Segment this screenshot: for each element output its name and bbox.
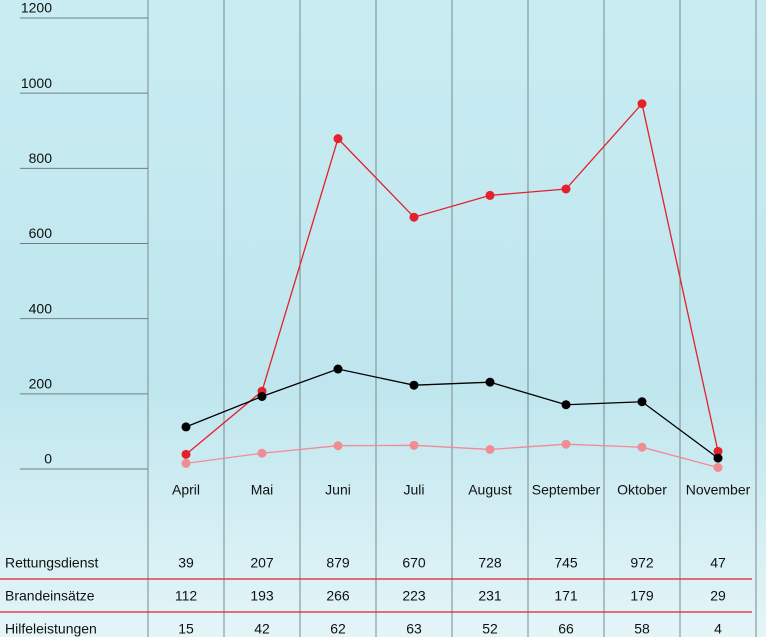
y-tick-label: 0 xyxy=(44,451,52,467)
table-cell: 745 xyxy=(554,555,578,571)
table-cell: 223 xyxy=(402,588,426,604)
table-cell: 879 xyxy=(326,555,350,571)
data-point xyxy=(410,441,419,450)
x-tick-label: September xyxy=(532,482,601,498)
table-cell: 42 xyxy=(254,621,270,637)
data-point xyxy=(562,185,571,194)
data-point xyxy=(334,134,343,143)
data-point xyxy=(182,422,191,431)
x-tick-label: Mai xyxy=(251,482,274,498)
y-tick-label: 400 xyxy=(29,300,53,316)
table-cell: 171 xyxy=(554,588,578,604)
table-cell: 4 xyxy=(714,621,722,637)
x-tick-label: April xyxy=(172,482,200,498)
table-cell: 207 xyxy=(250,555,274,571)
data-point xyxy=(714,454,723,463)
data-point xyxy=(182,450,191,459)
row-label: Hilfeleistungen xyxy=(5,621,97,637)
x-tick-label: November xyxy=(686,482,751,498)
data-point xyxy=(562,400,571,409)
x-tick-label: Juli xyxy=(403,482,424,498)
data-point xyxy=(410,213,419,222)
data-point xyxy=(486,191,495,200)
table-cell: 670 xyxy=(402,555,426,571)
y-tick-label: 600 xyxy=(29,225,53,241)
data-point xyxy=(334,441,343,450)
table-cell: 15 xyxy=(178,621,194,637)
table-cell: 29 xyxy=(710,588,726,604)
data-point xyxy=(486,378,495,387)
chart: 0 200 400 600 800 1000 1200 April Mai Juni Juli Aug… xyxy=(0,0,766,637)
data-point xyxy=(562,440,571,449)
data-point xyxy=(638,397,647,406)
data-point xyxy=(258,449,267,458)
table-cell: 58 xyxy=(634,621,650,637)
table-cell: 972 xyxy=(630,555,654,571)
data-point xyxy=(410,381,419,390)
row-label: Brandeinsätze xyxy=(5,588,95,604)
y-tick-label: 1000 xyxy=(21,75,52,91)
data-point xyxy=(334,365,343,374)
table-cell: 52 xyxy=(482,621,498,637)
table-cell: 62 xyxy=(330,621,346,637)
data-point xyxy=(486,445,495,454)
table-cell: 231 xyxy=(478,588,502,604)
table-cell: 39 xyxy=(178,555,194,571)
table-cell: 179 xyxy=(630,588,654,604)
y-tick-label: 800 xyxy=(29,150,53,166)
data-point xyxy=(638,443,647,452)
row-label: Rettungsdienst xyxy=(5,555,99,571)
table-cell: 112 xyxy=(175,588,198,604)
data-point xyxy=(182,459,191,468)
table-cell: 63 xyxy=(406,621,422,637)
table-cell: 47 xyxy=(710,555,726,571)
x-tick-label: Juni xyxy=(325,482,351,498)
data-point xyxy=(638,99,647,108)
table-cell: 266 xyxy=(326,588,350,604)
data-point xyxy=(258,392,267,401)
x-tick-label: Oktober xyxy=(617,482,667,498)
y-tick-label: 200 xyxy=(29,376,53,392)
table-cell: 66 xyxy=(558,621,574,637)
y-tick-label: 1200 xyxy=(21,0,52,16)
x-tick-label: August xyxy=(468,482,512,498)
table-cell: 193 xyxy=(250,588,274,604)
data-point xyxy=(714,463,723,472)
table-cell: 728 xyxy=(478,555,502,571)
